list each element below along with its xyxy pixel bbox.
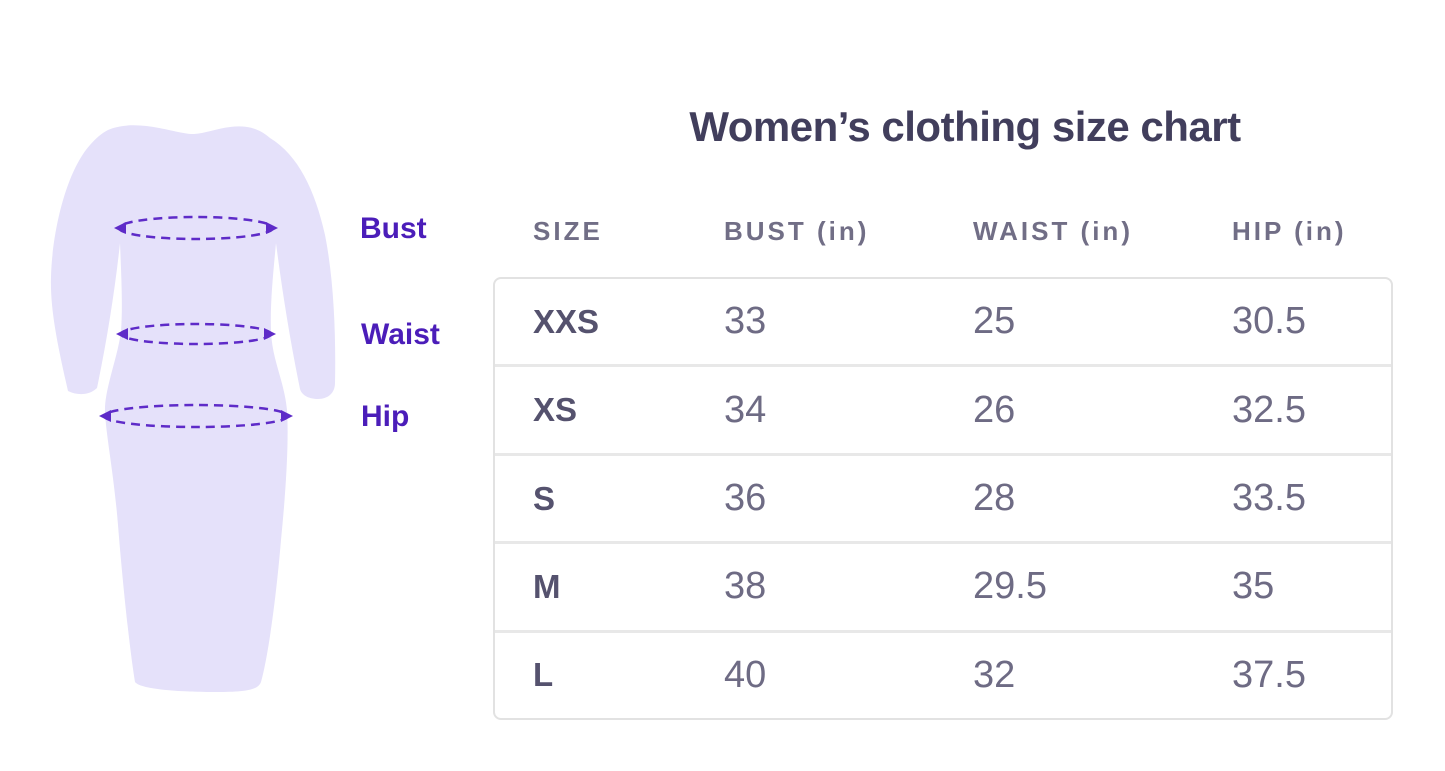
dress-silhouette bbox=[50, 125, 336, 693]
column-header-size: SIZE bbox=[533, 216, 603, 246]
cell-waist: 29.5 bbox=[973, 565, 1047, 608]
hip-arrow-left-icon bbox=[99, 410, 111, 422]
bust-label: Bust bbox=[360, 212, 427, 245]
waist-label: Waist bbox=[361, 318, 440, 351]
cell-bust: 36 bbox=[724, 477, 767, 520]
bust-arrow-right-icon bbox=[266, 222, 278, 234]
cell-hip: 33.5 bbox=[1232, 477, 1306, 520]
cell-bust: 34 bbox=[724, 388, 767, 431]
bust-measure-ellipse bbox=[114, 215, 278, 241]
cell-size: S bbox=[533, 479, 556, 517]
cell-hip: 30.5 bbox=[1232, 300, 1306, 343]
size-table: XXS 33 25 30.5 XS 34 26 32.5 S 36 28 33.… bbox=[493, 277, 1393, 720]
column-header-bust: BUST (in) bbox=[724, 216, 870, 246]
cell-waist: 25 bbox=[973, 300, 1016, 343]
cell-waist: 32 bbox=[973, 653, 1016, 696]
table-row: XS 34 26 32.5 bbox=[495, 364, 1391, 452]
cell-hip: 32.5 bbox=[1232, 388, 1306, 431]
dress-illustration bbox=[50, 125, 336, 693]
waist-arrow-right-icon bbox=[264, 328, 276, 340]
cell-bust: 38 bbox=[724, 565, 767, 608]
column-header-waist: WAIST (in) bbox=[973, 216, 1133, 246]
cell-bust: 40 bbox=[724, 653, 767, 696]
table-header-row: SIZE BUST (in) WAIST (in) HIP (in) bbox=[493, 216, 1393, 247]
cell-waist: 26 bbox=[973, 388, 1016, 431]
cell-hip: 37.5 bbox=[1232, 653, 1306, 696]
cell-size: XS bbox=[533, 391, 578, 429]
cell-hip: 35 bbox=[1232, 565, 1275, 608]
page-title: Women’s clothing size chart bbox=[689, 103, 1241, 150]
waist-arrow-left-icon bbox=[116, 328, 128, 340]
table-row: L 40 32 37.5 bbox=[495, 629, 1391, 718]
bust-arrow-left-icon bbox=[114, 222, 126, 234]
hip-measure-ellipse bbox=[99, 403, 293, 429]
table-row: S 36 28 33.5 bbox=[495, 452, 1391, 541]
table-row: M 38 29.5 35 bbox=[495, 541, 1391, 629]
waist-measure-ellipse bbox=[116, 322, 276, 346]
hip-label: Hip bbox=[361, 400, 410, 433]
column-header-hip: HIP (in) bbox=[1232, 216, 1347, 246]
cell-size: M bbox=[533, 567, 561, 605]
cell-bust: 33 bbox=[724, 300, 767, 343]
hip-arrow-right-icon bbox=[281, 410, 293, 422]
cell-size: L bbox=[533, 656, 554, 694]
table-row: XXS 33 25 30.5 bbox=[495, 279, 1391, 364]
cell-size: XXS bbox=[533, 302, 600, 340]
cell-waist: 28 bbox=[973, 477, 1016, 520]
